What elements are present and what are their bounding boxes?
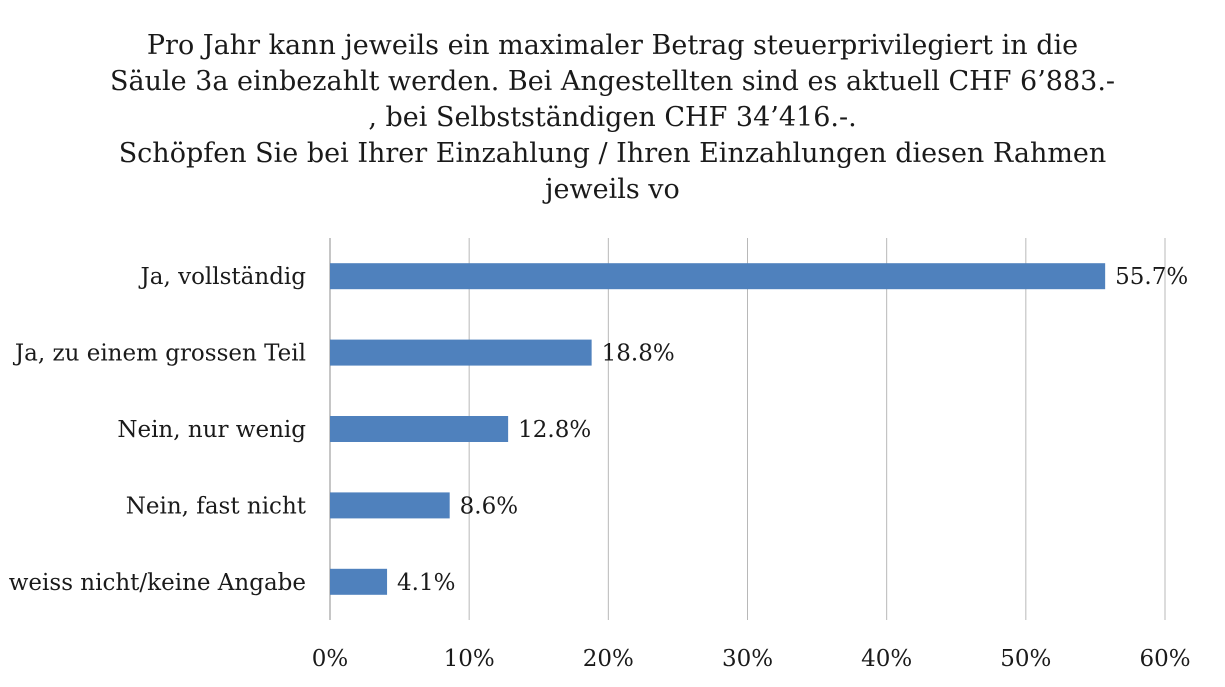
chart-title-line-4: Schöpfen Sie bei Ihrer Einzahlung / Ihre…: [118, 138, 1107, 169]
data-label: 12.8%: [518, 417, 591, 443]
chart-title-line-2: Säule 3a einbezahlt werden. Bei Angestel…: [109, 66, 1116, 97]
category-label: Ja, vollständig: [139, 264, 307, 290]
bar: [330, 339, 592, 366]
labels: 0% 10% 20% 30% 40% 50% 60% Ja, vollständig 55.7%…: [9, 264, 1191, 672]
category-label: Nein, nur wenig: [117, 417, 306, 443]
category-label: Ja, zu einem grossen Teil: [13, 341, 306, 367]
x-tick-label: 30%: [722, 646, 773, 672]
chart-title: Pro Jahr kann jeweils ein maximaler Betr…: [0, 28, 1225, 208]
bar: [330, 492, 450, 519]
data-label: 8.6%: [460, 493, 518, 519]
chart-title-line-1: Pro Jahr kann jeweils ein maximaler Betr…: [146, 30, 1079, 61]
x-tick-label: 0%: [312, 646, 349, 672]
bar: [330, 568, 388, 595]
x-tick-label: 10%: [444, 646, 495, 672]
data-label: 18.8%: [602, 341, 675, 367]
x-tick-label: 40%: [861, 646, 912, 672]
chart-title-line-3: , bei Selbstständigen CHF 34’416.-.: [368, 102, 857, 133]
x-tick-label: 50%: [1000, 646, 1051, 672]
bar: [330, 263, 1106, 290]
chart-title-line-5: jeweils vo: [545, 174, 680, 205]
x-tick-label: 20%: [583, 646, 634, 672]
data-label: 55.7%: [1115, 264, 1188, 290]
data-label: 4.1%: [397, 570, 455, 596]
category-label: Nein, fast nicht: [126, 493, 307, 519]
bar: [330, 416, 509, 442]
bars: [330, 263, 1106, 595]
x-tick-label: 60%: [1139, 646, 1190, 672]
category-label: weiss nicht/keine Angabe: [9, 570, 306, 596]
